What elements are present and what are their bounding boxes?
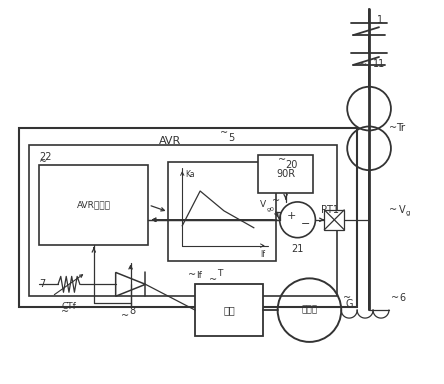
Text: ~: ~ — [343, 293, 351, 303]
Text: ~: ~ — [188, 270, 196, 280]
Text: AVR计算部: AVR计算部 — [77, 200, 111, 209]
Text: AVR: AVR — [159, 136, 182, 146]
Text: g: g — [406, 210, 410, 216]
Text: ~: ~ — [220, 128, 228, 138]
Text: ~: ~ — [389, 205, 397, 215]
Text: 5: 5 — [228, 133, 234, 144]
Text: ~: ~ — [278, 155, 286, 165]
Text: 发电机: 发电机 — [301, 306, 317, 314]
Bar — [195, 284, 263, 336]
Text: G: G — [345, 299, 353, 309]
Text: 涡轮: 涡轮 — [223, 305, 235, 315]
Text: −: − — [301, 219, 310, 229]
Text: ~: ~ — [121, 311, 129, 321]
Text: If: If — [261, 250, 266, 258]
Text: 6: 6 — [399, 293, 405, 303]
Text: Ka: Ka — [185, 170, 195, 179]
Text: V: V — [260, 200, 266, 209]
Text: 21: 21 — [291, 243, 304, 253]
Bar — [29, 145, 337, 296]
Text: 1: 1 — [377, 15, 383, 25]
Text: 7: 7 — [39, 279, 45, 289]
Text: ~: ~ — [61, 307, 69, 317]
Text: ~: ~ — [209, 275, 217, 285]
Text: 20: 20 — [285, 160, 298, 170]
Text: CTf: CTf — [62, 302, 76, 311]
Text: 22: 22 — [39, 152, 52, 162]
Bar — [325, 210, 344, 230]
Text: Tr: Tr — [396, 124, 405, 134]
Text: PT1: PT1 — [321, 205, 339, 215]
Bar — [258, 155, 313, 193]
Text: ~: ~ — [391, 293, 399, 303]
Bar — [19, 129, 357, 307]
Text: ~: ~ — [272, 196, 280, 206]
Bar — [168, 162, 276, 262]
Text: ~: ~ — [389, 124, 397, 134]
Text: If: If — [196, 271, 202, 280]
Text: g0: g0 — [267, 207, 274, 212]
Text: ~: ~ — [359, 60, 367, 70]
Text: 8: 8 — [130, 306, 135, 316]
Bar — [39, 165, 148, 245]
Text: T: T — [217, 270, 222, 278]
Text: V: V — [399, 205, 405, 215]
Text: ~: ~ — [39, 157, 47, 167]
Text: 90R: 90R — [276, 169, 295, 179]
Text: 11: 11 — [373, 59, 385, 69]
Text: +: + — [287, 211, 296, 221]
